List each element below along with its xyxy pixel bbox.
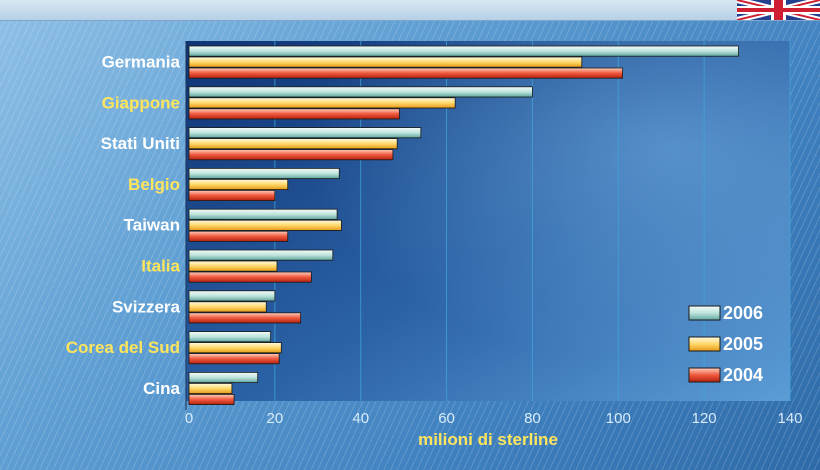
category-label: Belgio	[128, 175, 180, 194]
x-tick-label: 40	[352, 410, 369, 427]
category-label: Italia	[141, 257, 180, 276]
legend-label-2005: 2005	[723, 334, 763, 354]
x-tick-labels: 0 20 40 60 80 100 120 140	[185, 410, 803, 427]
bar-2006	[188, 45, 739, 57]
bar-2005	[188, 342, 282, 354]
legend-label-2004: 2004	[723, 365, 763, 385]
bar-2004	[188, 393, 235, 405]
bar-2005	[188, 97, 456, 109]
bar-2004	[188, 67, 623, 79]
uk-flag-icon	[737, 0, 820, 20]
x-axis-label: milioni di sterline	[418, 430, 558, 449]
bar-2005	[188, 138, 398, 150]
bar-2005	[188, 382, 233, 394]
bar-2006	[188, 127, 422, 139]
bar-2004	[188, 353, 280, 365]
legend-swatch-2006	[688, 305, 721, 321]
bar-2005	[188, 301, 267, 313]
x-tick-label: 0	[185, 410, 193, 427]
bar-2004	[188, 312, 302, 324]
legend-swatch-2004	[688, 367, 721, 383]
x-tick-label: 120	[692, 410, 717, 427]
category-label: Giappone	[102, 93, 180, 112]
x-tick-label: 80	[524, 410, 541, 427]
bar-2005	[188, 56, 583, 68]
category-label: Germania	[102, 53, 181, 72]
bars	[188, 45, 739, 405]
x-tick-label: 100	[606, 410, 631, 427]
bar-2004	[188, 271, 312, 283]
category-label: Stati Uniti	[101, 134, 180, 153]
x-tick-label: 20	[267, 410, 284, 427]
x-tick-label: 60	[438, 410, 455, 427]
bar-2006	[188, 290, 276, 302]
category-label: Svizzera	[112, 297, 181, 316]
bar-2004	[188, 108, 400, 120]
bar-2006	[188, 371, 259, 383]
bar-2004	[188, 189, 276, 201]
bar-2005	[188, 260, 278, 272]
category-labels: Germania Giappone Stati Uniti Belgio Taiwan I…	[66, 53, 181, 398]
bar-2006	[188, 249, 334, 261]
bar-2004	[188, 149, 394, 161]
top-banner	[0, 0, 820, 21]
legend-swatch-2005	[688, 336, 721, 352]
bar-2006	[188, 86, 533, 98]
category-label: Cina	[143, 379, 180, 398]
bar-2006	[188, 167, 340, 179]
bar-2004	[188, 230, 289, 242]
bar-2006	[188, 208, 338, 220]
category-label: Corea del Sud	[66, 338, 180, 357]
legend: 2006 2005 2004	[688, 303, 763, 385]
category-label: Taiwan	[124, 216, 180, 235]
bar-2005	[188, 219, 342, 231]
x-tick-label: 140	[777, 410, 802, 427]
bar-2006	[188, 331, 271, 343]
legend-label-2006: 2006	[723, 303, 763, 323]
bar-2005	[188, 178, 289, 190]
